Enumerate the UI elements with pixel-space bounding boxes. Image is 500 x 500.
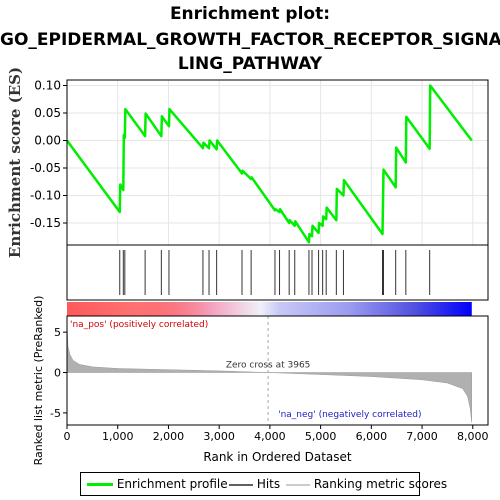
metric-panel: Zero cross at 3965 'na_pos' (positively c…	[32, 296, 489, 466]
x-tick-label: 0	[64, 430, 71, 443]
x-tick-label: 3,000	[203, 430, 235, 443]
es-tick-label: -0.05	[30, 161, 61, 175]
legend-item-enrichment-profile: Enrichment profile	[87, 477, 228, 491]
ranking-colorbar	[67, 302, 472, 316]
chart-title-line2: GO_EPIDERMAL_GROWTH_FACTOR_RECEPTOR_SIGN…	[0, 30, 500, 50]
legend-label: Hits	[256, 477, 281, 491]
legend-item-ranking-metric: Ranking metric scores	[286, 477, 447, 491]
x-tick-label: 6,000	[356, 430, 388, 443]
legend: Enrichment profile Hits Ranking metric s…	[80, 472, 447, 496]
es-tick-label: 0.00	[34, 134, 61, 148]
hits-panel	[66, 244, 489, 301]
legend-item-hits: Hits	[229, 477, 280, 491]
es-plot-area	[67, 80, 488, 245]
es-panel: 0.10 0.05 0.00 -0.05 -0.10 -0.15 Enrichment sc…	[6, 67, 489, 258]
chart-title-line1: Enrichment plot:	[169, 4, 331, 24]
enrichment-profile-line	[65, 84, 473, 244]
x-tick-label: 5,000	[305, 430, 337, 443]
metric-tick-label: 0	[54, 367, 61, 380]
x-tick-label: 2,000	[153, 430, 185, 443]
zero-cross-label: Zero cross at 3965	[226, 361, 311, 371]
metric-frame	[66, 315, 489, 426]
x-tick-label: 8,000	[457, 430, 489, 443]
es-tick-label: -0.10	[30, 189, 61, 203]
neg-correlated-label: 'na_neg' (negatively correlated)	[278, 410, 421, 420]
es-tick-label: 0.05	[34, 106, 61, 120]
legend-swatch-green	[87, 483, 113, 486]
hits-frame	[66, 244, 489, 301]
legend-label: Enrichment profile	[116, 477, 228, 491]
legend-label: Ranking metric scores	[313, 477, 448, 491]
es-tick-label: -0.15	[30, 216, 61, 230]
colorbar-panel	[67, 302, 472, 316]
metric-axis-label: Ranked list metric (PreRanked)	[32, 296, 45, 466]
es-axis-label: Enrichment score (ES)	[6, 67, 24, 258]
x-tick-label: 1,000	[102, 430, 134, 443]
x-axis-label: Rank in Ordered Dataset	[203, 450, 351, 464]
enrichment-chart: 0.10 0.05 0.00 -0.05 -0.10 -0.15 Enrichment sc…	[6, 67, 489, 466]
es-tick-label: 0.10	[34, 79, 61, 93]
metric-tick-label: -5	[50, 407, 61, 420]
metric-tick-label: 5	[54, 326, 61, 339]
legend-swatch-gray	[229, 483, 253, 486]
chart-title-line3: LING_PATHWAY	[177, 54, 323, 74]
x-tick-label: 7,000	[406, 430, 438, 443]
x-tick-label: 4,000	[254, 430, 286, 443]
legend-swatch-light	[286, 483, 310, 486]
pos-correlated-label: 'na_pos' (positively correlated)	[70, 320, 208, 330]
